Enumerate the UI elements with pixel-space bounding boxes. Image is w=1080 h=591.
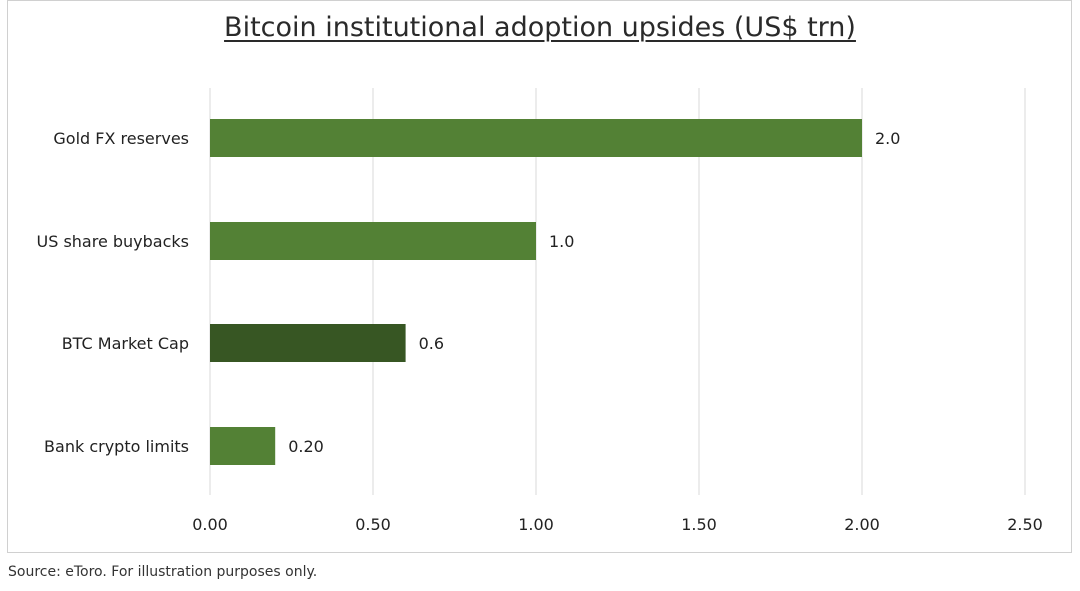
bar <box>210 222 536 260</box>
data-label: 0.6 <box>419 334 444 353</box>
x-tick-label: 0.00 <box>192 515 228 534</box>
data-label: 2.0 <box>875 129 900 148</box>
bar <box>210 427 276 465</box>
category-label: Bank crypto limits <box>44 437 189 456</box>
data-label: 0.20 <box>288 437 324 456</box>
x-tick-label: 2.00 <box>844 515 880 534</box>
source-note: Source: eToro. For illustration purposes… <box>8 564 318 580</box>
category-label: US share buybacks <box>36 232 189 251</box>
category-label: Gold FX reserves <box>53 129 189 148</box>
bar <box>210 119 862 157</box>
x-tick-label: 1.00 <box>518 515 554 534</box>
x-tick-label: 0.50 <box>355 515 391 534</box>
category-label: BTC Market Cap <box>62 334 189 353</box>
data-label: 1.0 <box>549 232 574 251</box>
chart-title: Bitcoin institutional adoption upsides (… <box>224 12 856 43</box>
bar <box>210 324 406 362</box>
x-tick-label: 1.50 <box>681 515 717 534</box>
chart-frame <box>7 0 1072 553</box>
x-tick-label: 2.50 <box>1007 515 1043 534</box>
